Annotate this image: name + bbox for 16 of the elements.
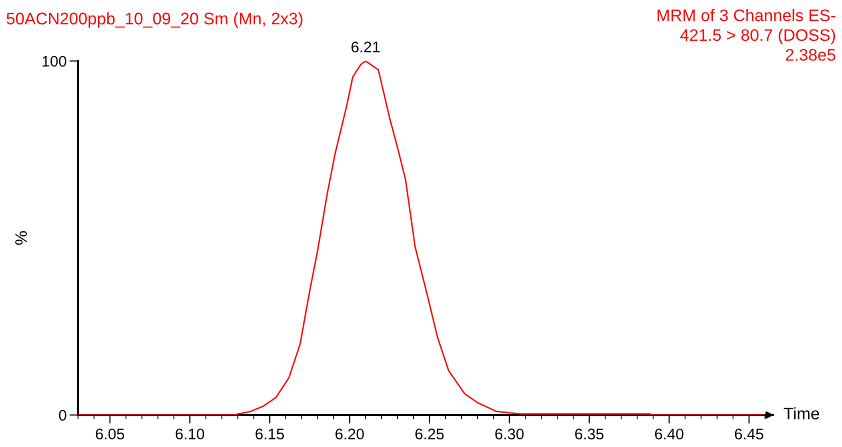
x-tick-label: 6.15 — [256, 428, 284, 440]
x-tick-label: 6.30 — [495, 428, 524, 440]
y-axis-title: % — [15, 231, 27, 245]
x-tick-label: 6.45 — [734, 428, 764, 440]
x-tick-label: 6.05 — [96, 428, 124, 440]
chart-title: 50ACN200ppb_10_09_20 Sm (Mn, 2x3) — [6, 12, 302, 28]
y-tick-label: 100 — [42, 56, 66, 67]
x-tick-label: 6.10 — [176, 428, 204, 440]
chart-subtitle: MRM of 3 Channels ES- 421.5 > 80.7 (DOSS) 2.38e5 — [658, 9, 836, 61]
x-tick-label: 6.40 — [655, 428, 684, 440]
x-tick-label: 6.20 — [336, 428, 364, 440]
x-axis-title: Time — [784, 407, 820, 420]
y-tick-label: 0 — [58, 410, 66, 421]
annotation: 6.21 — [351, 42, 380, 52]
x-tick-label: 6.35 — [575, 428, 604, 440]
x-tick-label: 6.25 — [415, 428, 444, 440]
